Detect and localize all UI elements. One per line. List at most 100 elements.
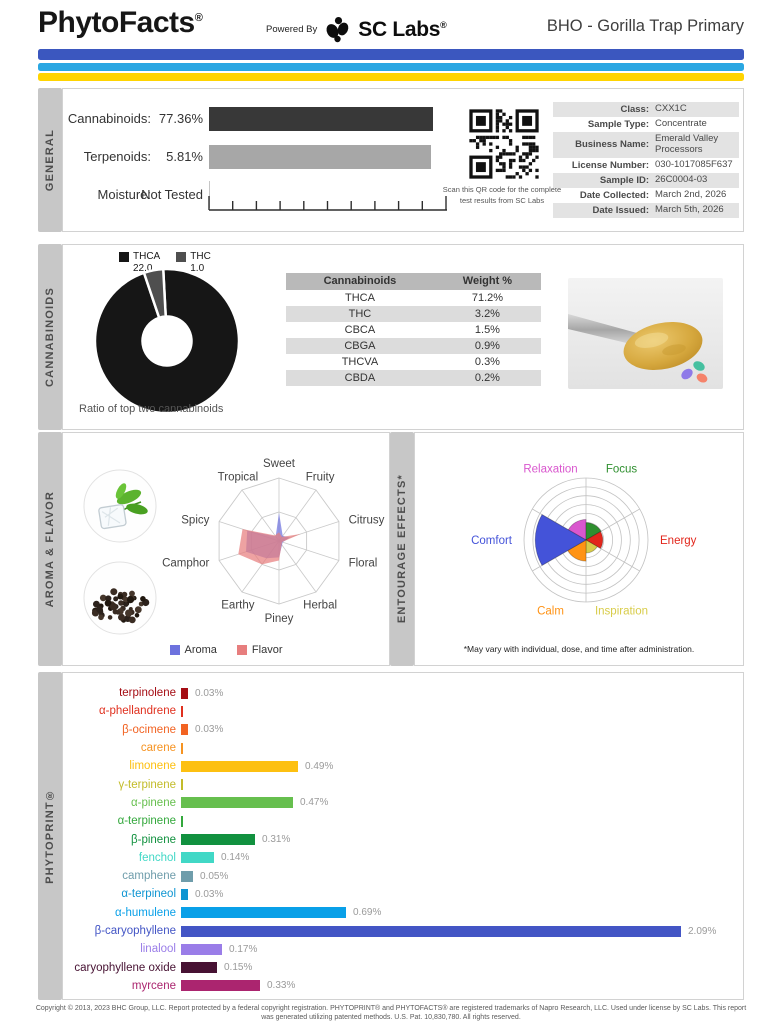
terpene-row: α-humulene 0.69% xyxy=(63,904,743,922)
photo-logo-dot xyxy=(696,373,708,383)
radar-series-flavor xyxy=(238,529,301,565)
info-row: Date Collected: March 2nd, 2026 xyxy=(553,188,739,203)
metric-value: 77.36% xyxy=(158,111,203,126)
terpene-label: fenchol xyxy=(138,851,176,864)
section-cannabinoids: CANNABINOIDS THCA 22.0 THC 1.0 Ratio of top… xyxy=(38,244,744,430)
info-row: Class: CXX1C xyxy=(553,102,739,117)
legend-name: THCA xyxy=(133,251,161,262)
copyright-footer: Copyright © 2013, 2023 BHC Group, LLC. R… xyxy=(35,1005,747,1022)
terpene-bar xyxy=(181,724,188,736)
terpene-label: camphene xyxy=(122,870,176,883)
terpene-value: 0.49% xyxy=(305,760,334,772)
sample-info-table: Class: CXX1C Sample Type: Concentrate Busine… xyxy=(553,102,739,218)
legend-swatch xyxy=(236,645,247,655)
cell-analyte: CBDA xyxy=(344,372,376,384)
cannabinoids-box: THCA 22.0 THC 1.0 Ratio of top two cannabin… xyxy=(62,244,744,430)
terpene-bar xyxy=(181,705,183,717)
general-metric-row: Terpenoids: 5.81% xyxy=(63,145,483,169)
terpene-bar-chart: terpinolene 0.03% α-phellandrene β-ocimene 0… xyxy=(63,684,743,995)
legend-value: 22.0 xyxy=(133,263,153,274)
cell-analyte: CBGA xyxy=(344,340,376,352)
legend-swatch xyxy=(169,645,180,655)
radar-axis-label: Piney xyxy=(265,613,294,625)
polar-sector-label: Relaxation xyxy=(523,464,577,476)
section-label-text: AROMA & FLAVOR xyxy=(44,490,56,608)
table-row: THC 3.2% xyxy=(286,306,541,322)
terpene-row: carene xyxy=(63,739,743,757)
aroma-flavor-box: Sweet Fruity Citrusy Floral Herbal Piney Earth… xyxy=(62,432,390,666)
terpene-label: α-phellandrene xyxy=(99,705,176,718)
info-label: Sample Type: xyxy=(587,119,649,130)
powered-by-label: Powered By xyxy=(266,24,318,35)
table-header: Cannabinoids Weight % xyxy=(286,273,541,290)
info-value: March 5th, 2026 xyxy=(655,203,724,215)
terpene-row: α-terpinene xyxy=(63,812,743,830)
concentrate-sample-photo xyxy=(568,278,723,389)
terpene-bar xyxy=(181,852,214,864)
cell-weight: 0.9% xyxy=(474,340,500,352)
info-value: 030-1017085F637 xyxy=(655,158,733,170)
cell-weight: 0.2% xyxy=(474,372,500,384)
terpene-label: limonene xyxy=(129,760,176,773)
peppercorns-image xyxy=(83,561,157,635)
polar-sector-label: Calm xyxy=(537,606,564,618)
terpene-label: carene xyxy=(140,742,176,755)
section-general: GENERAL Cannabinoids: 77.36% Terpenoids: 5.… xyxy=(38,88,744,232)
terpene-bar xyxy=(181,870,193,882)
terpene-row: γ-terpinene xyxy=(63,775,743,793)
cell-weight: 71.2% xyxy=(471,292,504,304)
radar-axis-label: Fruity xyxy=(306,471,335,483)
table-row: CBDA 0.2% xyxy=(286,370,541,386)
aroma-flavor-radar-chart: Sweet Fruity Citrusy Floral Herbal Piney Earth… xyxy=(162,458,385,625)
legend-label: Flavor xyxy=(251,644,283,656)
info-value: Concentrate xyxy=(655,118,707,130)
scale-ruler xyxy=(208,196,447,211)
entourage-box: Relaxation Focus Energy Inspiration Calm Comf… xyxy=(414,432,744,666)
terpene-bar xyxy=(181,779,183,791)
section-label-phytoprint: PHYTOPRINT® xyxy=(38,672,62,1000)
cell-weight: 1.5% xyxy=(474,324,500,336)
terpene-label: γ-terpinene xyxy=(118,778,176,791)
terpene-row: α-pinene 0.47% xyxy=(63,794,743,812)
section-label-entourage: ENTOURAGE EFFECTS* xyxy=(390,432,414,666)
terpene-value: 0.03% xyxy=(195,888,224,900)
legend-value: 1.0 xyxy=(190,263,205,274)
table-row: THCA 71.2% xyxy=(286,290,541,306)
terpene-bar xyxy=(181,760,298,772)
terpene-row: α-phellandrene xyxy=(63,702,743,720)
terpene-value: 0.03% xyxy=(195,687,224,699)
terpene-row: terpinolene 0.03% xyxy=(63,684,743,702)
cannabinoids-table: Cannabinoids Weight % THCA 71.2% THC 3.2% CBCA… xyxy=(286,273,541,386)
legend-swatch xyxy=(119,252,129,262)
info-label: Sample ID: xyxy=(599,174,649,186)
cell-analyte: CBCA xyxy=(344,324,376,336)
metric-value: Not Tested xyxy=(141,187,203,202)
info-row: Date Issued: March 5th, 2026 xyxy=(553,202,739,218)
info-label: Class: xyxy=(620,104,649,115)
radar-axis-label: Citrusy xyxy=(349,514,385,526)
info-label: Business Name: xyxy=(575,139,649,151)
header-cell: Weight % xyxy=(462,275,513,287)
polar-sector-energy xyxy=(585,531,604,549)
brand-reg-mark: ® xyxy=(194,12,203,24)
camphor-ice-leaf-image xyxy=(83,469,157,543)
terpene-value: 0.15% xyxy=(224,962,253,974)
terpene-bar xyxy=(181,943,222,955)
radar-axis-label: Floral xyxy=(349,558,378,570)
terpene-value: 0.17% xyxy=(229,943,258,955)
polar-sector-label: Inspiration xyxy=(595,606,648,618)
radar-axis-label: Camphor xyxy=(162,558,209,570)
polar-sector-label: Focus xyxy=(606,464,638,476)
metric-bar xyxy=(209,145,431,169)
terpene-bar xyxy=(181,907,346,919)
legend-item: THCA 22.0 xyxy=(119,251,160,275)
terpene-label: terpinolene xyxy=(119,687,176,700)
general-metric-row: Cannabinoids: 77.36% xyxy=(63,107,483,131)
radar-axis-label: Herbal xyxy=(303,600,337,612)
qr-caption: Scan this QR code for the complete test … xyxy=(442,185,562,205)
table-row: THCVA 0.3% xyxy=(286,354,541,370)
legend-item: Flavor xyxy=(236,644,283,656)
legend-swatch xyxy=(176,252,187,262)
polar-sector-label: Comfort xyxy=(471,535,513,547)
terpene-row: limonene 0.49% xyxy=(63,757,743,775)
